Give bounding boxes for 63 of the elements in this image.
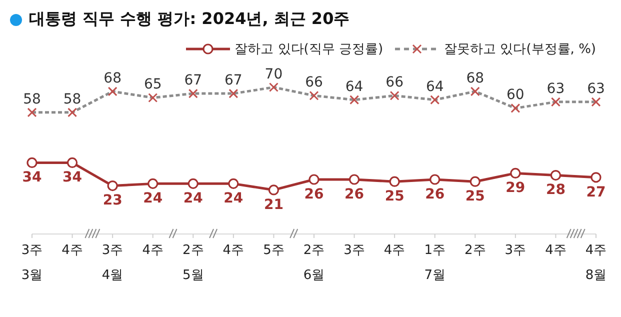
data-label: 25 <box>465 188 485 205</box>
data-label: 60 <box>506 87 524 104</box>
data-label: 28 <box>546 182 566 198</box>
data-label: 70 <box>264 66 283 82</box>
x-tick-label: 4주 <box>545 243 566 258</box>
x-tick-label: 3주 4월 <box>102 243 124 283</box>
data-label: 23 <box>102 192 122 209</box>
chart-title: 대통령 직무 수행 평가: 2024년, 최근 20주 <box>29 9 350 30</box>
data-label: 29 <box>506 180 526 196</box>
x-tick-label: 3주 3월 <box>21 243 43 283</box>
point <box>268 184 280 196</box>
point <box>389 176 400 187</box>
data-label: 25 <box>384 188 404 205</box>
legend-label: 잘하고 있다(직무 긍정률) <box>234 41 384 58</box>
data-label: 24 <box>224 190 244 207</box>
data-label: 21 <box>264 196 284 213</box>
point <box>510 168 521 179</box>
point <box>348 174 360 185</box>
data-label: 67 <box>184 72 202 89</box>
legend-label: 잘못하고 있다(부정률, %) <box>444 41 596 58</box>
x-tick-label: 4주 8월 <box>585 243 607 283</box>
data-label: 24 <box>143 190 163 207</box>
point <box>66 157 78 168</box>
x-tick-label: 3주 <box>344 243 365 258</box>
x-tick-label: 4주 <box>62 243 83 258</box>
data-label: 68 <box>466 70 484 86</box>
data-label: 66 <box>386 74 404 91</box>
data-label: 66 <box>305 74 323 91</box>
x-tick-label: 4주 <box>222 243 244 258</box>
data-label: 26 <box>425 186 445 202</box>
data-label: 58 <box>23 91 41 108</box>
data-label: 34 <box>22 170 42 186</box>
point <box>308 174 320 185</box>
x-tick-label: 5주 <box>263 243 284 258</box>
x-tick-label: 4주 <box>142 243 164 258</box>
point <box>107 180 118 192</box>
x-tick-label: 2주 5월 <box>182 243 204 283</box>
data-label: 26 <box>344 186 364 202</box>
x-tick-label: 1주 7월 <box>424 243 446 283</box>
point <box>550 170 562 181</box>
x-tick-label: 2주 <box>464 243 486 258</box>
point <box>470 176 480 187</box>
point <box>590 172 602 183</box>
data-label: 65 <box>144 76 162 93</box>
data-label: 63 <box>587 80 605 97</box>
data-label: 63 <box>546 80 565 97</box>
data-label: 58 <box>63 91 82 108</box>
point <box>228 178 239 189</box>
point <box>148 178 158 189</box>
data-label: 27 <box>586 184 606 200</box>
point <box>188 178 198 189</box>
data-label: 34 <box>62 170 82 186</box>
data-label: 26 <box>304 186 324 202</box>
x-tick-label: 3주 <box>504 243 526 258</box>
point <box>430 174 440 185</box>
data-label: 68 <box>104 70 122 86</box>
data-label: 67 <box>224 72 242 89</box>
x-tick-label: 4주 <box>384 243 406 258</box>
point <box>26 157 38 168</box>
data-label: 64 <box>426 78 444 95</box>
data-label: 64 <box>345 78 364 95</box>
data-label: 24 <box>183 190 204 207</box>
x-tick-label: 2주 6월 <box>303 243 325 283</box>
